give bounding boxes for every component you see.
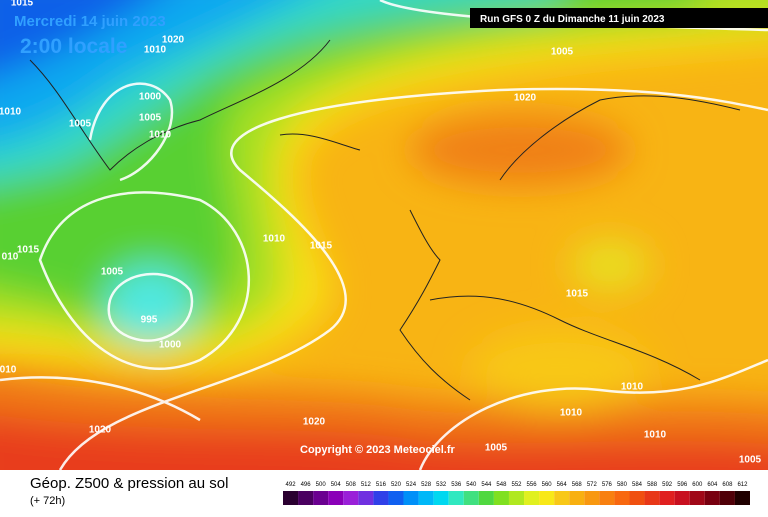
date: Mercredi 14 juin 2023 — [14, 13, 166, 30]
legend-label: 504 — [331, 482, 342, 488]
legend-swatch — [463, 491, 479, 505]
isobar-label: 1010 — [263, 234, 286, 245]
isobar-label: 1020 — [162, 35, 185, 46]
isobar-label: 1010 — [149, 130, 172, 141]
isobar-label: 1005 — [551, 47, 574, 58]
legend-label: 544 — [481, 482, 492, 488]
legend-swatch — [343, 491, 359, 505]
isobar-label: 010 — [0, 365, 17, 376]
run: Run GFS 0 Z du Dimanche 11 juin 2023 — [480, 14, 665, 25]
isobar-label: 1010 — [644, 430, 667, 441]
isobar-label: 1000 — [139, 92, 162, 103]
legend-label: 540 — [466, 482, 477, 488]
isobar-label: 1005 — [485, 443, 508, 454]
legend-label: 568 — [572, 482, 583, 488]
legend-label: 588 — [647, 482, 658, 488]
legend-swatch — [644, 491, 660, 505]
legend-label: 596 — [677, 482, 688, 488]
legend: 492 496 500 504 508 512 516 520 524 528 532 536 540 5… — [283, 482, 750, 505]
legend-label: 576 — [602, 482, 613, 488]
legend-swatch — [418, 491, 434, 505]
legend-label: 604 — [707, 482, 718, 488]
legend-label: 520 — [391, 482, 402, 488]
legend-swatch — [719, 491, 735, 505]
legend-label: 516 — [376, 482, 387, 488]
legend-swatch — [283, 491, 299, 505]
legend-label: 528 — [421, 482, 432, 488]
legend-swatch — [403, 491, 419, 505]
legend-label: 600 — [692, 482, 703, 488]
legend-label: 580 — [617, 482, 628, 488]
legend-label: 508 — [346, 482, 357, 488]
legend-swatch — [584, 491, 600, 505]
legend-swatch — [373, 491, 389, 505]
isobar-label: 1020 — [514, 93, 537, 104]
legend-swatch — [629, 491, 645, 505]
legend-swatch — [448, 491, 464, 505]
legend-swatch — [554, 491, 570, 505]
legend-label: 608 — [722, 482, 733, 488]
isobar-label: 1000 — [159, 340, 182, 351]
isobar-label: 1005 — [139, 113, 162, 124]
isobar-label: 1005 — [101, 267, 124, 278]
footer-subtitle: (+ 72h) — [30, 495, 65, 507]
legend-label: 532 — [436, 482, 447, 488]
legend-swatch — [358, 491, 374, 505]
legend-swatch — [674, 491, 690, 505]
isobar-label: 1010 — [144, 45, 167, 56]
run-banner — [470, 8, 768, 28]
isobar-label: 1020 — [303, 417, 326, 428]
legend-label: 556 — [527, 482, 538, 488]
isobar-label: 1005 — [739, 455, 762, 466]
legend-swatch — [659, 491, 675, 505]
legend-swatch — [478, 491, 494, 505]
legend-label: 524 — [406, 482, 417, 488]
legend-label: 584 — [632, 482, 643, 488]
footer-title: Géop. Z500 & pression au sol — [30, 475, 228, 492]
legend-swatch — [524, 491, 540, 505]
isobar-label: 1020 — [89, 425, 112, 436]
legend-swatch — [704, 491, 720, 505]
isobar-label: 010 — [2, 252, 19, 263]
legend-swatch — [388, 491, 404, 505]
isobar-label: 1010 — [560, 408, 583, 419]
legend-swatch — [569, 491, 585, 505]
legend-label: 560 — [542, 482, 553, 488]
legend-label: 496 — [301, 482, 312, 488]
legend-label: 500 — [316, 482, 327, 488]
time: 2:00 locale — [20, 35, 127, 58]
legend-swatch — [734, 491, 750, 505]
legend-swatch — [508, 491, 525, 505]
legend-label: 564 — [557, 482, 568, 488]
legend-swatch — [313, 491, 329, 505]
legend-label: 612 — [737, 482, 748, 488]
legend-label: 552 — [511, 482, 522, 488]
legend-label: 572 — [587, 482, 598, 488]
legend-swatch — [689, 491, 705, 505]
legend-label: 536 — [451, 482, 462, 488]
isobar-label: 995 — [141, 315, 158, 326]
legend-swatch — [298, 491, 314, 505]
legend-label: 548 — [496, 482, 507, 488]
legend-label: 492 — [286, 482, 297, 488]
legend-label: 592 — [662, 482, 673, 488]
isobar-label: 1010 — [0, 107, 22, 118]
legend-swatch — [493, 491, 509, 505]
legend-swatch — [539, 491, 555, 505]
legend-swatch — [614, 491, 630, 505]
isobar-label: 1015 — [310, 241, 333, 252]
legend-label: 512 — [361, 482, 372, 488]
copyright: Copyright © 2023 Meteociel.fr — [300, 444, 456, 456]
legend-swatch — [599, 491, 615, 505]
isobar-label: 1015 — [17, 245, 40, 256]
isobar-label: 1010 — [621, 382, 644, 393]
legend-swatch — [433, 491, 449, 505]
isobar-label: 1015 — [11, 0, 34, 9]
isobar-label: 1015 — [566, 289, 589, 300]
isobar-label: 1005 — [69, 119, 92, 130]
legend-swatch — [328, 491, 344, 505]
